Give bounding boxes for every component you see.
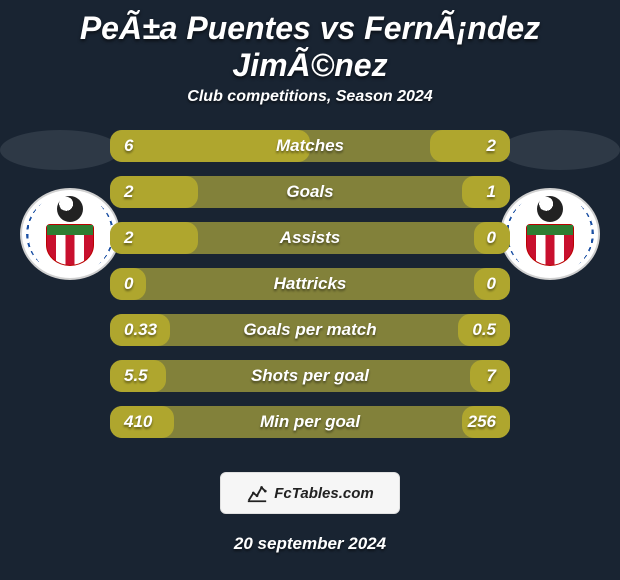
stat-value-right: 2 <box>487 130 496 162</box>
stat-label: Shots per goal <box>110 360 510 392</box>
stat-row: 0Hattricks0 <box>110 268 510 300</box>
stat-row: 410Min per goal256 <box>110 406 510 438</box>
comparison-stage: 6Matches22Goals12Assists00Hattricks00.33… <box>0 130 620 450</box>
stat-value-right: 1 <box>487 176 496 208</box>
stat-label: Assists <box>110 222 510 254</box>
stat-value-right: 0 <box>487 268 496 300</box>
stat-value-right: 0.5 <box>472 314 496 346</box>
stat-label: Min per goal <box>110 406 510 438</box>
pedestal-left <box>0 130 120 170</box>
pedestal-right <box>500 130 620 170</box>
watermark-text: FcTables.com <box>274 485 373 502</box>
stat-row: 2Goals1 <box>110 176 510 208</box>
stat-label: Goals per match <box>110 314 510 346</box>
stat-label: Goals <box>110 176 510 208</box>
footer-date: 20 september 2024 <box>0 534 620 554</box>
page-subtitle: Club competitions, Season 2024 <box>0 88 620 106</box>
stat-label: Hattricks <box>110 268 510 300</box>
stat-value-right: 256 <box>468 406 496 438</box>
stat-label: Matches <box>110 130 510 162</box>
badge-shield <box>46 224 94 266</box>
stat-row: 5.5Shots per goal7 <box>110 360 510 392</box>
chart-icon <box>246 482 268 504</box>
stat-row: 0.33Goals per match0.5 <box>110 314 510 346</box>
stat-value-right: 7 <box>487 360 496 392</box>
stat-row: 2Assists0 <box>110 222 510 254</box>
club-badge-right <box>500 188 600 280</box>
soccer-ball-icon <box>57 196 83 222</box>
stats-bars: 6Matches22Goals12Assists00Hattricks00.33… <box>110 130 510 438</box>
stat-value-right: 0 <box>487 222 496 254</box>
stat-row: 6Matches2 <box>110 130 510 162</box>
club-badge-left <box>20 188 120 280</box>
badge-shield <box>526 224 574 266</box>
page-title: PeÃ±a Puentes vs FernÃ¡ndez JimÃ©nez <box>0 0 620 88</box>
soccer-ball-icon <box>537 196 563 222</box>
watermark: FcTables.com <box>220 472 400 514</box>
